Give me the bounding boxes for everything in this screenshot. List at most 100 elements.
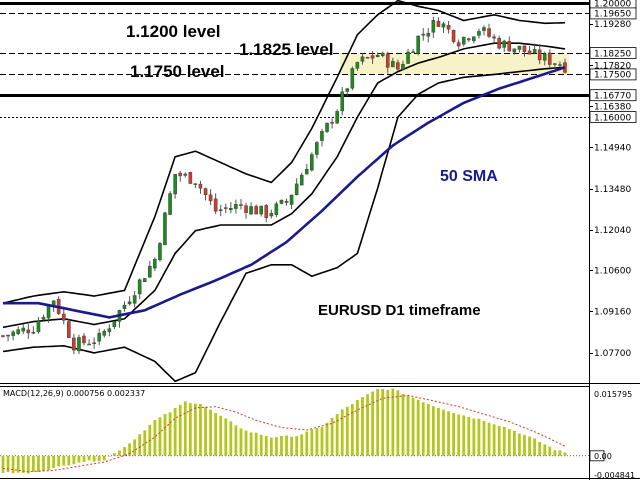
candle-body (512, 48, 517, 53)
candle-body (213, 198, 218, 212)
candle (148, 260, 152, 279)
candle (289, 194, 294, 210)
candle (112, 320, 117, 329)
candle (451, 29, 456, 44)
candle-body (87, 343, 91, 346)
candle-body (102, 330, 107, 336)
candle-body (497, 37, 501, 49)
candle (527, 46, 532, 55)
candle-body (522, 45, 527, 52)
candle-body (396, 62, 400, 70)
candle (325, 122, 329, 133)
price-axis-label: 1.13480 (594, 185, 631, 195)
candle (365, 56, 370, 59)
candle (198, 180, 203, 194)
candle-body (421, 33, 426, 36)
candle-body (132, 295, 137, 304)
candle (411, 48, 415, 53)
candle-body (137, 279, 142, 295)
candle-body (542, 53, 547, 61)
candle (553, 63, 557, 67)
candle (56, 296, 61, 316)
candle-body (477, 31, 481, 36)
candle (163, 211, 167, 246)
candle-body (304, 168, 309, 175)
candle (401, 60, 405, 71)
candle (244, 202, 248, 219)
candle (537, 44, 542, 65)
candle (547, 49, 552, 69)
candle (446, 21, 451, 34)
candle (153, 257, 157, 272)
candle-body (385, 53, 390, 68)
candle (239, 199, 243, 210)
price-axis-label: 1.17820 (594, 62, 631, 72)
candle-body (335, 111, 339, 124)
candle-body (21, 327, 26, 332)
candle-body (158, 243, 162, 261)
candle-body (553, 63, 557, 65)
candle-body (451, 30, 456, 42)
candle (269, 209, 274, 219)
price-label-box (589, 47, 637, 59)
candle (492, 33, 496, 44)
candle (254, 204, 258, 215)
price-label-box (589, 68, 637, 81)
candle-body (223, 207, 228, 209)
candle (6, 334, 10, 342)
candle (26, 324, 31, 339)
candle (345, 87, 350, 96)
candle-body (168, 193, 172, 215)
annotation-1825-level: 1.1825 level (239, 40, 334, 59)
candle-body (461, 36, 466, 45)
candle (426, 27, 431, 43)
candle (87, 339, 91, 346)
candle-body (325, 122, 329, 132)
candle-body (294, 183, 299, 195)
candle (193, 183, 198, 189)
price-zone-layer (340, 53, 569, 75)
candle-body (446, 25, 451, 30)
candle-body (547, 52, 552, 65)
candle (72, 333, 76, 355)
candle-body (92, 342, 96, 344)
candle-body (279, 199, 284, 204)
candle (385, 51, 390, 74)
price-axis-label: 1.20000 (594, 0, 631, 10)
candle-body (72, 337, 76, 351)
candle-body (492, 36, 496, 39)
price-axis-label: 1.07700 (594, 349, 631, 359)
candle (335, 109, 339, 125)
candle-body (406, 51, 410, 64)
candle (137, 278, 142, 300)
candle-body (229, 207, 233, 211)
candle-body (310, 154, 314, 171)
candle (102, 329, 107, 338)
candle-body (218, 209, 223, 211)
candle-body (472, 36, 476, 42)
candle (178, 171, 182, 182)
candle (61, 309, 66, 325)
candle-body (558, 64, 562, 66)
candle-body (259, 205, 263, 215)
candle-body (274, 203, 279, 215)
candle-body (153, 258, 157, 269)
candle (284, 198, 289, 206)
candle (517, 45, 522, 53)
price-axis-label: 1.16000 (594, 113, 631, 123)
candle (431, 16, 436, 38)
candle (264, 203, 269, 223)
macd-axis: 0.015795 0.00 -0.004841 (589, 390, 635, 480)
candle-body (365, 57, 370, 59)
candle (1, 334, 5, 338)
candle (507, 36, 512, 52)
candle-body (173, 173, 177, 195)
price-axis-label: 1.12040 (594, 226, 631, 236)
candle-body (127, 301, 132, 305)
candle (183, 172, 188, 178)
annotation-1200-level: 1.1200 level (126, 22, 221, 41)
candle (107, 324, 112, 337)
candle-body (340, 91, 345, 112)
